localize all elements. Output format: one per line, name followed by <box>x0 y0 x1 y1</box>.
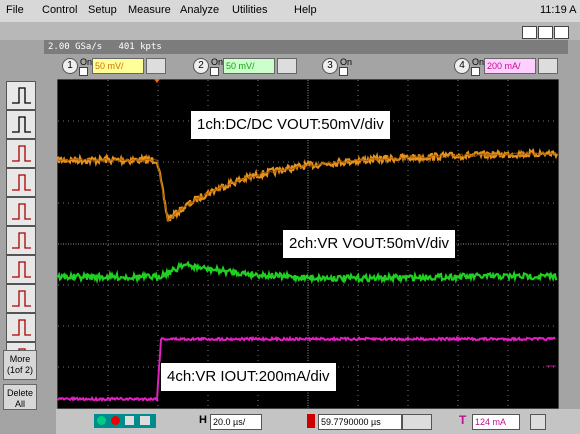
menu-item[interactable]: Control <box>42 4 78 16</box>
window-button[interactable] <box>522 26 537 39</box>
delay-marker <box>307 414 315 428</box>
channel-scale[interactable]: 200 mA/ <box>484 58 536 74</box>
title-strip <box>0 22 580 40</box>
t-label: T <box>459 413 467 427</box>
tool-button[interactable] <box>6 168 36 197</box>
delete-button[interactable]: Delete All <box>3 384 37 410</box>
waveform <box>57 151 558 222</box>
more-label: (1of 2) <box>6 365 33 375</box>
annotation: 4ch:VR IOUT:200mA/div <box>160 362 337 392</box>
tool-button[interactable] <box>6 313 36 342</box>
menu-item[interactable]: Utilities <box>232 4 268 16</box>
more-label: More <box>9 354 31 364</box>
channel-number[interactable]: 4 <box>454 58 470 74</box>
waveform <box>57 335 556 403</box>
waveform <box>57 260 558 285</box>
channel-scale[interactable]: 50 mV/ <box>223 58 275 74</box>
channel-state: On <box>472 57 485 67</box>
print-button[interactable] <box>140 416 150 425</box>
menu-item[interactable]: Help <box>294 4 317 16</box>
trigger-spin[interactable] <box>530 414 546 430</box>
channel-checkbox[interactable] <box>79 67 88 76</box>
clock: 11:19 A <box>540 4 577 16</box>
sample-rate: 2.00 GSa/s <box>48 42 103 52</box>
trigger-marker <box>154 79 160 83</box>
delete-label: Delete <box>6 388 33 398</box>
sidebar: More (1of 2) Delete All <box>0 78 56 410</box>
bottom-bar: H 20.0 µs/ 59.7790000 µs T 124 mA <box>56 409 580 434</box>
menu-bar: File Control Setup Measure Analyze Utilities H… <box>0 0 580 23</box>
tool-button[interactable] <box>6 81 36 110</box>
tool-button[interactable] <box>6 197 36 226</box>
delete-label: All <box>14 399 25 409</box>
h-label: H <box>199 414 207 426</box>
acquisition-info: 2.00 GSa/s 401 kpts <box>44 40 568 54</box>
channel-adjust[interactable] <box>146 58 166 74</box>
single-button[interactable] <box>125 416 134 425</box>
trigger-level[interactable]: 124 mA <box>472 414 520 430</box>
channel-state: On <box>80 57 93 67</box>
window-button[interactable] <box>554 26 569 39</box>
more-button[interactable]: More (1of 2) <box>3 350 37 380</box>
window-button[interactable] <box>538 26 553 39</box>
position[interactable]: 59.7790000 µs <box>318 414 402 430</box>
channel-state: On <box>211 57 224 67</box>
channel-scale[interactable]: 50 mV/ <box>92 58 144 74</box>
channel-state: On <box>340 57 353 67</box>
channel-checkbox[interactable] <box>210 67 219 76</box>
color-buttons[interactable] <box>94 414 156 428</box>
menu-item[interactable]: Analyze <box>180 4 220 16</box>
channel-checkbox[interactable] <box>339 67 348 76</box>
channel-adjust[interactable] <box>277 58 297 74</box>
annotation: 2ch:VR VOUT:50mV/div <box>282 229 457 259</box>
tool-button[interactable] <box>6 139 36 168</box>
channel-adjust[interactable] <box>538 58 558 74</box>
position-arrows[interactable] <box>402 414 432 430</box>
channel-number[interactable]: 3 <box>322 58 338 74</box>
tool-button[interactable] <box>6 255 36 284</box>
stop-button[interactable] <box>111 416 120 425</box>
menu-item[interactable]: Measure <box>128 4 171 16</box>
annotation: 1ch:DC/DC VOUT:50mV/div <box>190 110 391 140</box>
tool-button[interactable] <box>6 284 36 313</box>
run-button[interactable] <box>97 416 106 425</box>
menu-item[interactable]: File <box>6 4 24 16</box>
channel-number[interactable]: 2 <box>193 58 209 74</box>
channel-number[interactable]: 1 <box>62 58 78 74</box>
memory-depth: 401 kpts <box>118 42 162 52</box>
tool-button[interactable] <box>6 110 36 139</box>
h-scale[interactable]: 20.0 µs/ <box>210 414 262 430</box>
channel-checkbox[interactable] <box>471 67 480 76</box>
tool-button[interactable] <box>6 226 36 255</box>
menu-item[interactable]: Setup <box>88 4 117 16</box>
